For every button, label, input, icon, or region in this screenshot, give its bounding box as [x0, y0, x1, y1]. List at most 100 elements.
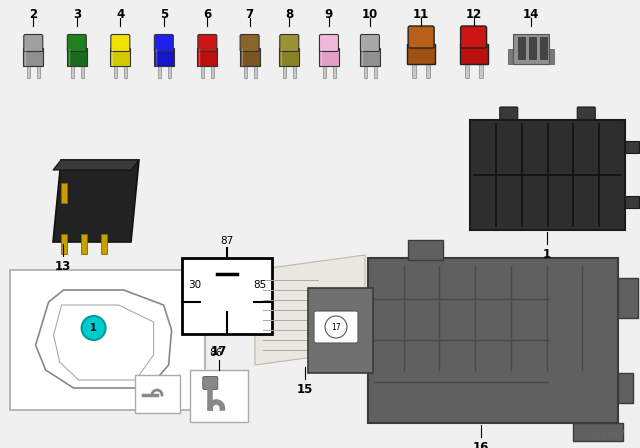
Bar: [182, 258, 272, 334]
Bar: [618, 278, 638, 318]
Bar: [211, 66, 214, 78]
Text: 1: 1: [90, 323, 97, 333]
Text: 16: 16: [472, 441, 489, 448]
Bar: [37, 66, 40, 78]
Bar: [618, 373, 633, 403]
Text: 3: 3: [73, 8, 81, 21]
Text: 11: 11: [413, 8, 429, 21]
FancyBboxPatch shape: [111, 34, 130, 52]
Bar: [518, 37, 525, 59]
FancyBboxPatch shape: [198, 34, 217, 52]
Bar: [124, 66, 127, 78]
Bar: [239, 48, 260, 66]
Text: 85: 85: [253, 280, 266, 290]
Circle shape: [325, 316, 347, 338]
Bar: [81, 66, 84, 78]
Bar: [529, 37, 536, 59]
Circle shape: [82, 316, 106, 340]
Bar: [408, 240, 443, 260]
FancyBboxPatch shape: [67, 34, 86, 52]
Bar: [333, 66, 336, 78]
Bar: [625, 142, 639, 154]
Bar: [360, 48, 380, 66]
Text: 12: 12: [465, 8, 482, 21]
Bar: [284, 66, 286, 78]
Bar: [479, 64, 483, 78]
Text: 13: 13: [55, 260, 71, 273]
FancyBboxPatch shape: [408, 26, 434, 48]
Text: 9: 9: [325, 8, 333, 21]
Bar: [460, 44, 488, 64]
Bar: [101, 234, 107, 254]
Bar: [412, 64, 416, 78]
Bar: [625, 197, 639, 208]
Bar: [279, 48, 300, 66]
Bar: [508, 49, 513, 64]
Text: 5: 5: [160, 8, 168, 21]
FancyBboxPatch shape: [319, 34, 339, 52]
FancyBboxPatch shape: [360, 34, 380, 52]
Bar: [253, 66, 257, 78]
FancyBboxPatch shape: [500, 107, 518, 123]
Bar: [244, 66, 246, 78]
Bar: [81, 234, 87, 254]
FancyBboxPatch shape: [280, 34, 299, 52]
Bar: [293, 66, 296, 78]
Bar: [110, 48, 131, 66]
FancyBboxPatch shape: [154, 34, 173, 52]
Text: 10: 10: [362, 8, 378, 21]
Bar: [540, 37, 547, 59]
Polygon shape: [53, 160, 139, 170]
Text: 30: 30: [188, 280, 202, 290]
Bar: [470, 120, 625, 230]
Text: 1: 1: [543, 248, 551, 261]
Bar: [573, 423, 623, 441]
Bar: [368, 258, 618, 423]
Polygon shape: [255, 255, 365, 365]
Text: 359367: 359367: [588, 430, 625, 440]
Bar: [323, 66, 326, 78]
Bar: [190, 370, 248, 422]
Bar: [135, 375, 180, 413]
Bar: [67, 48, 87, 66]
FancyBboxPatch shape: [240, 34, 259, 52]
Text: 17: 17: [331, 323, 341, 332]
Bar: [61, 234, 67, 254]
Text: 4: 4: [116, 8, 124, 21]
Bar: [158, 66, 161, 78]
Text: 8: 8: [285, 8, 293, 21]
Bar: [407, 44, 435, 64]
FancyBboxPatch shape: [461, 26, 486, 48]
Bar: [61, 183, 67, 203]
Bar: [513, 34, 549, 64]
Text: 2: 2: [29, 8, 37, 21]
Bar: [168, 66, 171, 78]
Text: 6: 6: [204, 8, 211, 21]
Bar: [364, 66, 367, 78]
Bar: [28, 66, 30, 78]
Bar: [197, 48, 218, 66]
Bar: [10, 270, 205, 410]
Bar: [549, 49, 554, 64]
Text: 86: 86: [209, 348, 222, 358]
FancyBboxPatch shape: [203, 376, 218, 389]
Bar: [374, 66, 377, 78]
Polygon shape: [53, 160, 139, 242]
Bar: [426, 64, 430, 78]
Text: 7: 7: [246, 8, 253, 21]
Text: 87: 87: [221, 236, 234, 246]
FancyBboxPatch shape: [577, 107, 595, 123]
Bar: [154, 48, 174, 66]
Bar: [465, 64, 468, 78]
Bar: [115, 66, 117, 78]
Text: 17: 17: [211, 345, 227, 358]
FancyBboxPatch shape: [314, 311, 358, 343]
Bar: [71, 66, 74, 78]
Bar: [319, 48, 339, 66]
Bar: [202, 66, 204, 78]
Text: 14: 14: [523, 8, 540, 21]
FancyBboxPatch shape: [24, 34, 43, 52]
Bar: [23, 48, 44, 66]
Text: 15: 15: [297, 383, 313, 396]
Bar: [308, 288, 373, 373]
